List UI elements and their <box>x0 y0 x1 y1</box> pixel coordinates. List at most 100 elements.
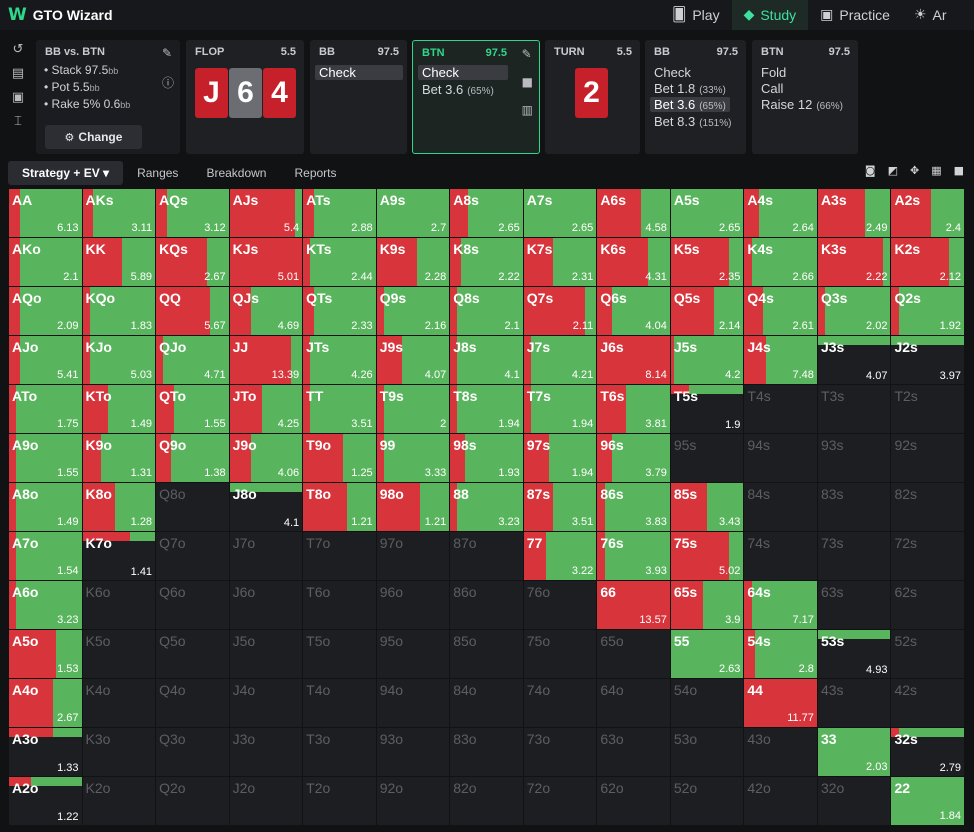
change-button[interactable]: ⚙ Change <box>45 125 142 149</box>
hand-cell-KJo[interactable]: KJo 5.03 <box>82 336 156 384</box>
nav-ar[interactable]: ☀ Ar <box>902 0 959 30</box>
hand-cell-T2s[interactable]: T2s <box>891 385 964 433</box>
hand-cell-Q2o[interactable]: Q2o <box>156 777 229 825</box>
hand-cell-43o[interactable]: 43o <box>744 728 817 776</box>
hand-cell-K6s[interactable]: K6s 4.31 <box>597 238 670 286</box>
hand-cell-63o[interactable]: 63o <box>597 728 670 776</box>
hand-cell-94o[interactable]: 94o <box>376 679 450 727</box>
hand-cell-T5o[interactable]: T5o <box>303 630 376 678</box>
hand-cell-94s[interactable]: 94s <box>744 434 817 482</box>
hand-cell-QTo[interactable]: QTo 1.55 <box>156 385 229 433</box>
btn2-option-fold[interactable]: Fold <box>761 65 786 80</box>
hand-cell-J4o[interactable]: J4o <box>229 679 303 727</box>
hand-cell-96o[interactable]: 96o <box>376 581 450 629</box>
hand-cell-93s[interactable]: 93s <box>817 434 891 482</box>
hand-cell-T3o[interactable]: T3o <box>303 728 376 776</box>
hand-cell-Q8o[interactable]: Q8o <box>156 483 229 531</box>
hand-cell-J5s[interactable]: J5s 4.2 <box>670 336 744 384</box>
hand-cell-Q3o[interactable]: Q3o <box>156 728 229 776</box>
nav-play[interactable]: 🂠 Play <box>660 0 732 30</box>
align-icon[interactable]: ⌶ <box>14 114 22 129</box>
hand-cell-52s[interactable]: 52s <box>891 630 964 678</box>
hand-cell-A2o[interactable]: A2o 1.22 <box>9 777 82 825</box>
hand-cell-T8o[interactable]: T8o 1.21 <box>303 483 376 531</box>
hand-cell-95o[interactable]: 95o <box>376 630 450 678</box>
hand-cell-AKo[interactable]: AKo 2.1 <box>9 238 82 286</box>
hand-cell-22[interactable]: 22 1.84 <box>891 777 964 825</box>
hand-cell-64o[interactable]: 64o <box>597 679 670 727</box>
hand-cell-J3o[interactable]: J3o <box>229 728 303 776</box>
hand-cell-QJs[interactable]: QJs 4.69 <box>229 287 303 335</box>
hand-cell-K2s[interactable]: K2s 2.12 <box>891 238 964 286</box>
hand-cell-T7s[interactable]: T7s 1.94 <box>523 385 597 433</box>
hand-cell-Q6s[interactable]: Q6s 4.04 <box>597 287 670 335</box>
hand-cell-J2o[interactable]: J2o <box>229 777 303 825</box>
bb1-option-check[interactable]: Check <box>315 65 403 80</box>
hand-cell-83o[interactable]: 83o <box>450 728 523 776</box>
hand-cell-T6o[interactable]: T6o <box>303 581 376 629</box>
hand-cell-KTo[interactable]: KTo 1.49 <box>82 385 156 433</box>
hand-cell-A3s[interactable]: A3s 2.49 <box>817 189 891 237</box>
split-icon[interactable]: ✥ <box>909 164 920 177</box>
hand-cell-T6s[interactable]: T6s 3.81 <box>597 385 670 433</box>
hand-cell-Q7o[interactable]: Q7o <box>156 532 229 580</box>
hand-cell-A7o[interactable]: A7o 1.54 <box>9 532 82 580</box>
hand-cell-Q2s[interactable]: Q2s 1.92 <box>891 287 964 335</box>
hand-cell-J7o[interactable]: J7o <box>229 532 303 580</box>
edit-icon[interactable]: ✎ <box>521 47 532 61</box>
bb2-option-bet-small[interactable]: Bet 1.8 (33%) <box>654 81 726 96</box>
hand-cell-A2s[interactable]: A2s 2.4 <box>891 189 964 237</box>
hand-cell-T9o[interactable]: T9o 1.25 <box>303 434 376 482</box>
hand-cell-92s[interactable]: 92s <box>891 434 964 482</box>
tab-reports[interactable]: Reports <box>294 166 337 180</box>
hand-cell-A5s[interactable]: A5s 2.65 <box>670 189 744 237</box>
hand-cell-A9o[interactable]: A9o 1.55 <box>9 434 82 482</box>
square-icon[interactable]: ■ <box>953 164 964 177</box>
hand-cell-J6o[interactable]: J6o <box>229 581 303 629</box>
hand-cell-AJs[interactable]: AJs 5.4 <box>229 189 303 237</box>
hand-cell-A6o[interactable]: A6o 3.23 <box>9 581 82 629</box>
hand-cell-53s[interactable]: 53s 4.93 <box>817 630 891 678</box>
hand-cell-QTs[interactable]: QTs 2.33 <box>303 287 376 335</box>
hand-cell-Q7s[interactable]: Q7s 2.11 <box>523 287 597 335</box>
hand-cell-K5s[interactable]: K5s 2.35 <box>670 238 744 286</box>
hand-cell-87s[interactable]: 87s 3.51 <box>523 483 597 531</box>
hand-cell-52o[interactable]: 52o <box>670 777 744 825</box>
btn-action-card-1[interactable]: BTN 97.5 Check Bet 3.6 (65%) ✎ ■ ▥ <box>412 40 540 154</box>
hand-cell-72s[interactable]: 72s <box>891 532 964 580</box>
btn1-option-bet[interactable]: Bet 3.6 (65%) <box>422 82 494 97</box>
hand-cell-J5o[interactable]: J5o <box>229 630 303 678</box>
info-icon[interactable]: ⓘ <box>161 76 174 90</box>
hand-cell-A8o[interactable]: A8o 1.49 <box>9 483 82 531</box>
hand-cell-98s[interactable]: 98s 1.93 <box>450 434 523 482</box>
hand-cell-J6s[interactable]: J6s 8.14 <box>597 336 670 384</box>
hand-cell-A5o[interactable]: A5o 1.53 <box>9 630 82 678</box>
hand-cell-K8s[interactable]: K8s 2.22 <box>450 238 523 286</box>
hand-cell-KQo[interactable]: KQo 1.83 <box>82 287 156 335</box>
hand-cell-AQs[interactable]: AQs 3.12 <box>156 189 229 237</box>
hand-cell-K3o[interactable]: K3o <box>82 728 156 776</box>
btn2-option-call[interactable]: Call <box>761 81 783 96</box>
hand-cell-KQs[interactable]: KQs 2.67 <box>156 238 229 286</box>
hand-cell-T2o[interactable]: T2o <box>303 777 376 825</box>
hand-cell-33[interactable]: 33 2.03 <box>817 728 891 776</box>
hand-cell-K6o[interactable]: K6o <box>82 581 156 629</box>
hand-cell-ATo[interactable]: ATo 1.75 <box>9 385 82 433</box>
hand-cell-J4s[interactable]: J4s 7.48 <box>744 336 817 384</box>
hand-cell-AKs[interactable]: AKs 3.11 <box>82 189 156 237</box>
hand-cell-54s[interactable]: 54s 2.8 <box>744 630 817 678</box>
flop-card[interactable]: FLOP 5.5 J 6 4 <box>186 40 304 154</box>
hand-cell-42s[interactable]: 42s <box>891 679 964 727</box>
hand-cell-QJo[interactable]: QJo 4.71 <box>156 336 229 384</box>
hand-cell-66[interactable]: 66 13.57 <box>597 581 670 629</box>
hand-cell-JTs[interactable]: JTs 4.26 <box>303 336 376 384</box>
hand-cell-42o[interactable]: 42o <box>744 777 817 825</box>
bb-action-card-1[interactable]: BB 97.5 Check <box>310 40 407 154</box>
hand-cell-A8s[interactable]: A8s 2.65 <box>450 189 523 237</box>
hand-cell-64s[interactable]: 64s 7.17 <box>744 581 817 629</box>
hand-cell-63s[interactable]: 63s <box>817 581 891 629</box>
hand-cell-Q6o[interactable]: Q6o <box>156 581 229 629</box>
hand-cell-A9s[interactable]: A9s 2.7 <box>376 189 450 237</box>
hand-cell-75s[interactable]: 75s 5.02 <box>670 532 744 580</box>
hand-cell-96s[interactable]: 96s 3.79 <box>597 434 670 482</box>
